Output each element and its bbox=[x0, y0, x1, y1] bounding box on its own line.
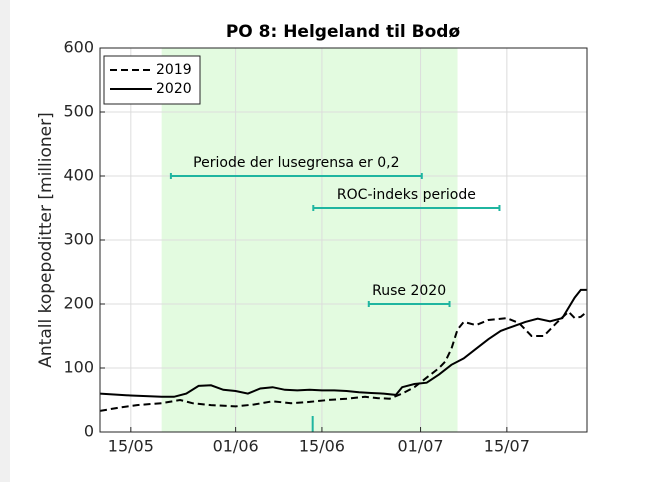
legend-box bbox=[103, 55, 201, 105]
y-tick-label: 100 bbox=[63, 358, 94, 377]
y-tick-label: 300 bbox=[63, 230, 94, 249]
annotation-label: ROC-indeks periode bbox=[337, 187, 476, 203]
x-tick-label: 15/05 bbox=[108, 437, 154, 456]
y-tick-label: 500 bbox=[63, 102, 94, 121]
y-tick-label: 200 bbox=[63, 294, 94, 313]
y-tick-label: 400 bbox=[63, 166, 94, 185]
annotation-label: Ruse 2020 bbox=[372, 283, 446, 299]
legend-label: 2019 bbox=[156, 62, 192, 78]
plot-frame bbox=[99, 47, 588, 433]
x-tick-label: 15/07 bbox=[484, 437, 530, 456]
series-line bbox=[100, 288, 587, 398]
y-axis-label: Antall kopepoditter [millioner] bbox=[36, 112, 56, 367]
x-tick-label: 15/06 bbox=[299, 437, 345, 456]
chart-title: PO 8: Helgeland til Bodø bbox=[226, 22, 460, 42]
y-tick-label: 600 bbox=[63, 38, 94, 57]
x-tick-label: 01/06 bbox=[213, 437, 259, 456]
series-line bbox=[100, 310, 587, 412]
y-tick-label: 0 bbox=[84, 422, 94, 441]
annotation-label: Periode der lusegrensa er 0,2 bbox=[193, 155, 399, 171]
legend-label: 2020 bbox=[156, 81, 192, 97]
x-tick-label: 01/07 bbox=[398, 437, 444, 456]
